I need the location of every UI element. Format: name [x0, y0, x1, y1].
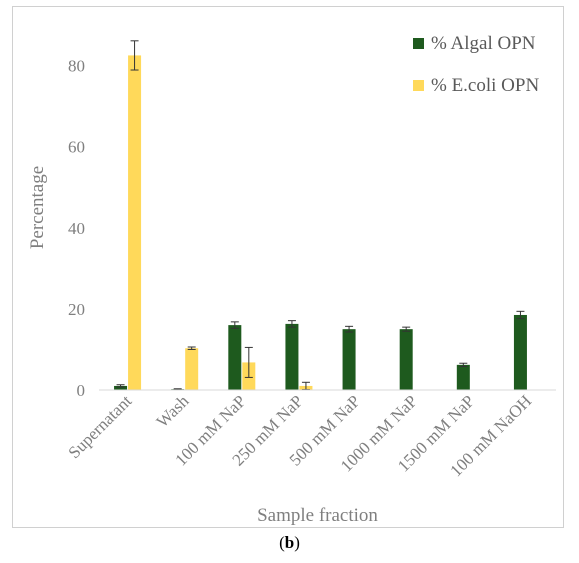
- y-tick-label: 80: [68, 57, 85, 76]
- error-bar: [173, 388, 182, 391]
- error-bar: [130, 40, 139, 71]
- error-bar: [116, 384, 125, 388]
- y-tick-label: 20: [68, 300, 85, 319]
- bar-algal: [114, 385, 128, 390]
- legend: % Algal OPN % E.coli OPN: [413, 33, 539, 96]
- panel-label-letter: b: [284, 533, 295, 552]
- error-bar: [230, 321, 239, 329]
- bar-algal: [342, 329, 356, 390]
- legend-label: % E.coli OPN: [431, 75, 539, 96]
- panel-label: (b): [0, 533, 579, 553]
- y-axis-ticks: 0 20 40 60 80: [68, 57, 85, 400]
- error-bar: [187, 346, 196, 350]
- error-bar: [345, 325, 354, 333]
- legend-swatch: [413, 38, 424, 49]
- y-axis-title: Percentage: [27, 166, 48, 249]
- panel-label-close: ): [294, 533, 300, 552]
- x-tick-label: Wash: [153, 391, 193, 431]
- x-tick-label: Supernatant: [65, 391, 136, 462]
- bars-group: [114, 55, 527, 391]
- bar-ecoli: [185, 348, 199, 390]
- bar-algal: [399, 329, 413, 390]
- x-axis-title: Sample fraction: [257, 505, 378, 526]
- bar-algal: [228, 325, 242, 390]
- y-tick-label: 40: [68, 219, 85, 238]
- bar-algal: [456, 364, 470, 390]
- legend-label: % Algal OPN: [431, 33, 536, 54]
- bar-ecoli: [128, 55, 142, 391]
- chart-frame: 0 20 40 60 80 Supernatant Wash 100 mM NaP 250 m…: [12, 6, 564, 528]
- y-tick-label: 0: [77, 381, 86, 400]
- bar-algal: [513, 314, 527, 390]
- bar-algal: [285, 323, 299, 390]
- error-bar: [287, 320, 296, 328]
- y-tick-label: 60: [68, 138, 85, 157]
- panel-label-open: (: [279, 533, 285, 552]
- error-bar: [402, 326, 411, 332]
- error-bar: [459, 362, 468, 367]
- legend-swatch: [413, 80, 424, 91]
- error-bar: [516, 310, 525, 320]
- error-bar: [244, 346, 253, 378]
